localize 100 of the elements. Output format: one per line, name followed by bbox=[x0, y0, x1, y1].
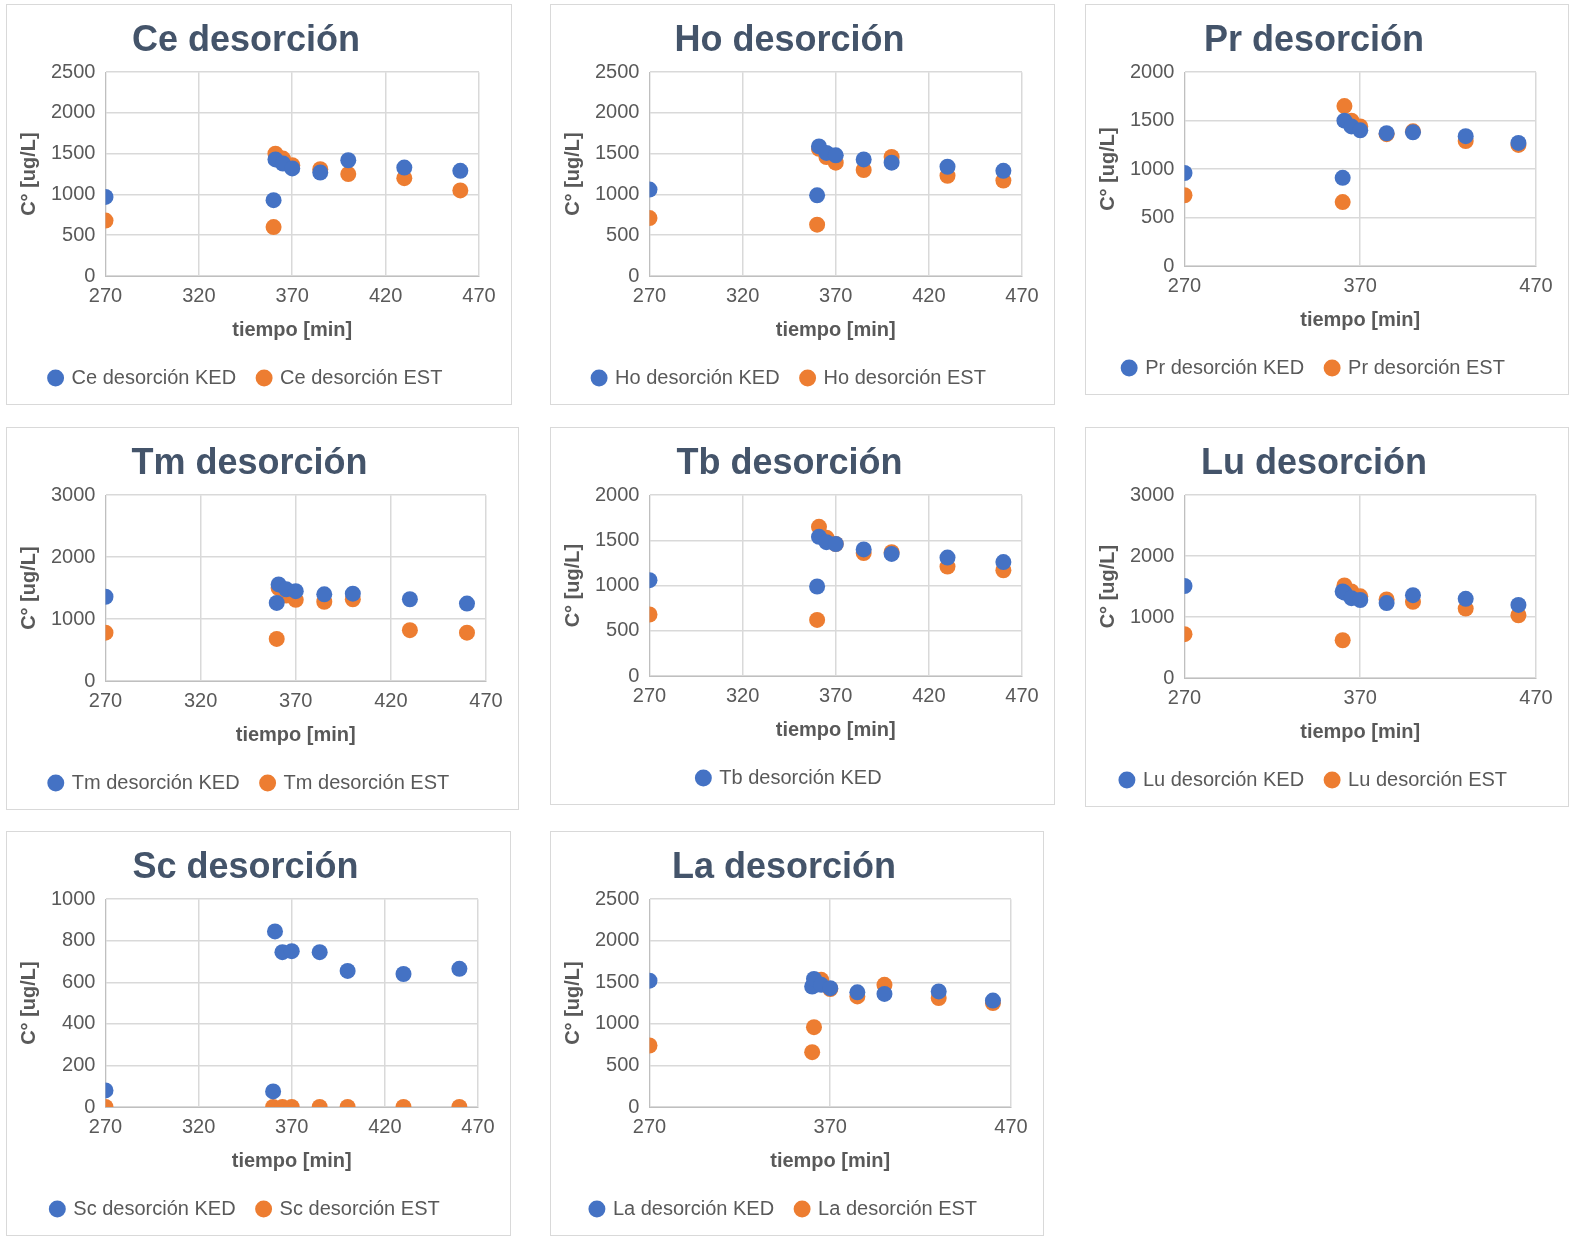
legend-label: Ce desorción EST bbox=[280, 365, 443, 388]
x-tick-label: 370 bbox=[819, 683, 853, 706]
x-tick-label: 270 bbox=[88, 688, 123, 711]
y-tick-label: 1500 bbox=[594, 527, 640, 550]
y-tick-label: 500 bbox=[1141, 205, 1175, 228]
point bbox=[1334, 632, 1351, 649]
y-tick-label: 1500 bbox=[1129, 108, 1175, 131]
point bbox=[1404, 587, 1421, 604]
x-tick-label: 420 bbox=[368, 1114, 402, 1137]
y-tick-label: 2000 bbox=[594, 482, 640, 505]
y-tick-label: 0 bbox=[84, 263, 96, 286]
legend-label: Pr desorción KED bbox=[1145, 355, 1305, 378]
x-tick-label: 470 bbox=[469, 688, 503, 711]
legend-label: Sc desorción EST bbox=[279, 1196, 440, 1219]
x-tick-label: 320 bbox=[183, 688, 218, 711]
x-tick-label: 420 bbox=[912, 683, 946, 706]
legend-label: Tb desorción KED bbox=[719, 765, 882, 788]
y-tick-label: 2500 bbox=[594, 59, 640, 82]
y-tick-label: 1500 bbox=[594, 969, 640, 992]
x-tick-label: 470 bbox=[1519, 685, 1553, 708]
x-tick-label: 370 bbox=[813, 1114, 847, 1137]
point bbox=[1336, 98, 1353, 115]
y-tick-label: 1500 bbox=[594, 141, 640, 164]
x-tick-label: 320 bbox=[725, 283, 760, 306]
point bbox=[344, 585, 361, 602]
point bbox=[401, 591, 418, 608]
legend-label: Ce desorción KED bbox=[71, 365, 237, 388]
x-tick-label: 420 bbox=[368, 283, 403, 306]
point bbox=[1457, 128, 1474, 145]
legend-label: La desorción EST bbox=[818, 1196, 978, 1219]
point bbox=[268, 630, 285, 647]
x-tick-label: 370 bbox=[275, 283, 309, 306]
x-tick-label: 470 bbox=[461, 1114, 495, 1137]
y-tick-label: 2000 bbox=[50, 100, 96, 123]
point bbox=[1378, 595, 1395, 612]
y-axis-title: C° [ug/L] bbox=[560, 543, 583, 628]
x-axis-title: tiempo [min] bbox=[770, 1148, 891, 1171]
x-tick-label: 470 bbox=[1519, 273, 1553, 296]
chart-title: Tm desorción bbox=[131, 440, 368, 482]
x-tick-label: 370 bbox=[819, 283, 853, 306]
point bbox=[805, 1019, 822, 1036]
x-tick-label: 320 bbox=[181, 1114, 216, 1137]
point bbox=[1334, 169, 1351, 186]
point bbox=[1352, 592, 1369, 609]
y-tick-label: 2000 bbox=[594, 928, 640, 951]
y-tick-label: 1000 bbox=[594, 182, 640, 204]
x-axis-title: tiempo [min] bbox=[1300, 719, 1421, 742]
y-axis-title: C° [ug/L] bbox=[560, 961, 583, 1045]
point bbox=[458, 595, 475, 612]
chart-title: Pr desorción bbox=[1203, 17, 1425, 59]
point bbox=[340, 152, 357, 169]
legend-label: Pr desorción EST bbox=[1348, 355, 1505, 378]
x-tick-label: 470 bbox=[994, 1114, 1028, 1137]
y-tick-label: 0 bbox=[628, 1094, 640, 1117]
point bbox=[268, 594, 285, 611]
y-tick-label: 1500 bbox=[50, 141, 96, 164]
y-axis-title: C° [ug/L] bbox=[16, 546, 39, 630]
point bbox=[395, 966, 412, 983]
x-tick-label: 270 bbox=[632, 283, 667, 306]
y-tick-label: 2000 bbox=[50, 544, 96, 567]
chart-title: La desorción bbox=[671, 844, 897, 886]
chart-title: Ce desorción bbox=[131, 17, 361, 59]
y-tick-label: 0 bbox=[628, 263, 640, 286]
point bbox=[809, 187, 826, 204]
x-axis-title: tiempo [min] bbox=[1300, 307, 1421, 330]
x-tick-label: 470 bbox=[1005, 683, 1039, 706]
y-axis-title: C° [ug/L] bbox=[16, 132, 39, 216]
y-tick-label: 600 bbox=[62, 969, 96, 992]
y-tick-label: 2500 bbox=[594, 886, 640, 909]
y-tick-label: 400 bbox=[62, 1011, 96, 1034]
point bbox=[849, 984, 866, 1001]
point bbox=[883, 154, 900, 171]
point bbox=[995, 162, 1012, 179]
point bbox=[939, 158, 956, 175]
x-tick-label: 270 bbox=[88, 1114, 123, 1137]
point bbox=[265, 192, 282, 209]
y-tick-label: 1000 bbox=[50, 606, 96, 629]
point bbox=[995, 554, 1012, 571]
y-axis-title: C° [ug/L] bbox=[16, 961, 39, 1045]
point bbox=[401, 622, 418, 639]
point bbox=[809, 611, 826, 628]
y-axis-title: C° [ug/L] bbox=[1095, 127, 1118, 211]
point bbox=[451, 960, 468, 977]
y-tick-label: 0 bbox=[84, 1094, 96, 1117]
point bbox=[1352, 122, 1369, 139]
point bbox=[827, 147, 844, 164]
y-tick-label: 0 bbox=[1163, 253, 1175, 276]
y-tick-label: 500 bbox=[606, 618, 640, 641]
x-tick-label: 270 bbox=[1167, 685, 1202, 708]
y-tick-label: 1000 bbox=[1129, 156, 1175, 179]
y-tick-label: 200 bbox=[62, 1052, 96, 1075]
point bbox=[809, 578, 826, 595]
x-tick-label: 370 bbox=[275, 1114, 309, 1137]
point bbox=[1457, 590, 1474, 607]
x-tick-label: 320 bbox=[725, 683, 760, 706]
point bbox=[809, 216, 826, 233]
legend-label: Ho desorción EST bbox=[823, 365, 986, 388]
point bbox=[265, 219, 282, 236]
point bbox=[939, 549, 956, 566]
y-tick-label: 1000 bbox=[594, 1011, 640, 1034]
